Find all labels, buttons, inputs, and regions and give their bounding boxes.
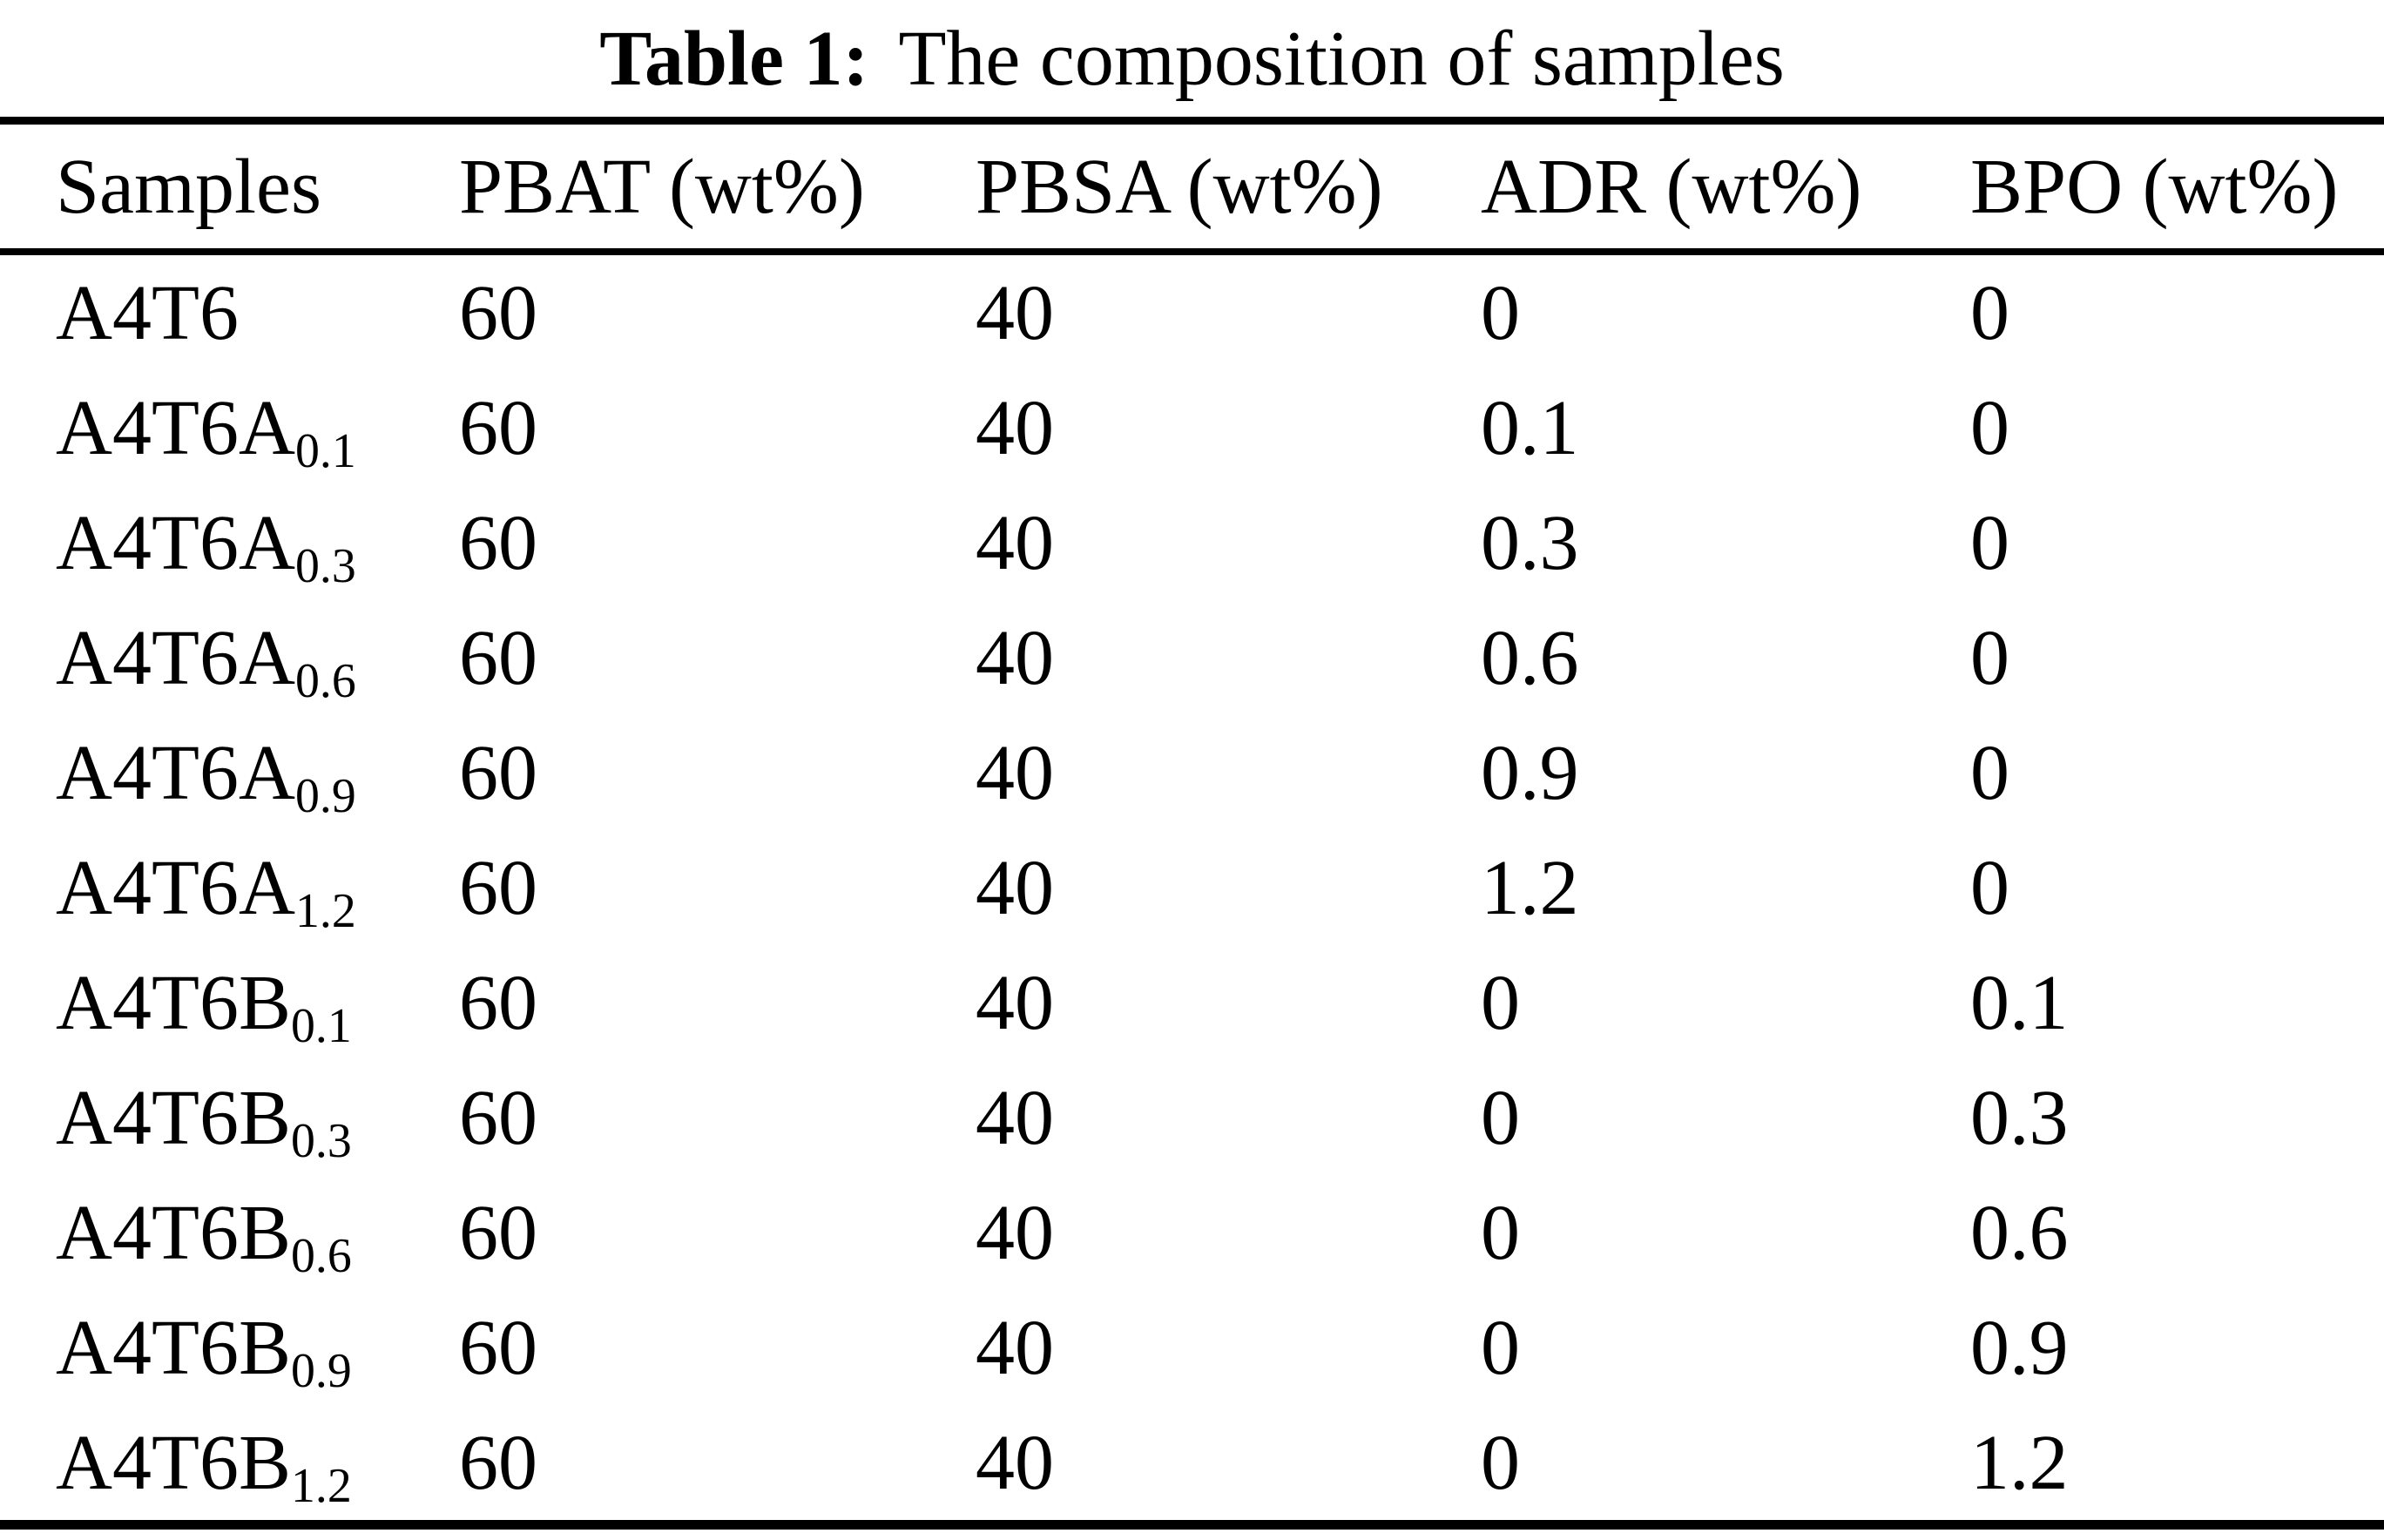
sample-base: A4T6 xyxy=(56,269,239,356)
pbsa-value: 40 xyxy=(976,499,1054,586)
sample-name: A4T6A1.2 xyxy=(0,830,459,945)
sample-base: A4T6A xyxy=(56,844,295,931)
pbat-value: 60 xyxy=(459,614,537,701)
pbsa-value: 40 xyxy=(976,1189,1054,1276)
adr-value: 0.3 xyxy=(1481,499,1579,586)
sample-name: A4T6B0.1 xyxy=(0,945,459,1060)
adr-value: 0 xyxy=(1481,1189,1520,1276)
adr-value: 0.9 xyxy=(1481,729,1579,816)
sample-base: A4T6A xyxy=(56,614,295,701)
sample-subscript: 0.9 xyxy=(294,769,356,824)
pbat-value: 60 xyxy=(459,729,537,816)
pbsa-value: 40 xyxy=(976,1419,1054,1506)
adr-value: 0 xyxy=(1481,269,1520,356)
sample-name: A4T6A0.6 xyxy=(0,600,459,715)
adr-value: 1.2 xyxy=(1481,844,1579,931)
table-row: A4T6A0.3 60 40 0.3 0 xyxy=(0,485,2384,600)
adr-value: 0.1 xyxy=(1481,384,1579,471)
sample-base: A4T6B xyxy=(56,1419,291,1506)
table-caption-label: Table 1: xyxy=(599,15,869,102)
column-header-bpo: BPO (wt%) xyxy=(1970,120,2384,255)
bpo-value: 0.3 xyxy=(1970,1074,2069,1161)
sample-subscript: 0.3 xyxy=(291,1114,352,1169)
bpo-value: 0 xyxy=(1970,384,2009,471)
sample-subscript: 0.1 xyxy=(294,424,356,479)
adr-value: 0 xyxy=(1481,1304,1520,1391)
pbat-value: 60 xyxy=(459,1189,537,1276)
bpo-value: 1.2 xyxy=(1970,1419,2069,1506)
sample-name: A4T6B1.2 xyxy=(0,1405,459,1525)
pbat-value: 60 xyxy=(459,844,537,931)
column-header-samples: Samples xyxy=(0,120,459,255)
pbsa-value: 40 xyxy=(976,959,1054,1046)
pbsa-value: 40 xyxy=(976,1304,1054,1391)
sample-base: A4T6B xyxy=(56,1189,291,1276)
table-row: A4T6A1.2 60 40 1.2 0 xyxy=(0,830,2384,945)
pbat-value: 60 xyxy=(459,1419,537,1506)
header-row: Samples PBAT (wt%) PBSA (wt%) ADR (wt%) … xyxy=(0,120,2384,255)
adr-value: 0 xyxy=(1481,959,1520,1046)
pbat-value: 60 xyxy=(459,959,537,1046)
sample-base: A4T6B xyxy=(56,1304,291,1391)
adr-value: 0 xyxy=(1481,1074,1520,1161)
table-caption-text: The composition of samples xyxy=(898,15,1785,102)
pbat-value: 60 xyxy=(459,384,537,471)
bpo-value: 0.1 xyxy=(1970,959,2069,1046)
sample-base: A4T6A xyxy=(56,499,295,586)
sample-subscript: 0.6 xyxy=(291,1229,352,1284)
pbat-value: 60 xyxy=(459,499,537,586)
bpo-value: 0.9 xyxy=(1970,1304,2069,1391)
adr-value: 0.6 xyxy=(1481,614,1579,701)
column-header-adr: ADR (wt%) xyxy=(1481,120,1970,255)
bpo-value: 0.6 xyxy=(1970,1189,2069,1276)
sample-subscript: 0.3 xyxy=(294,539,356,594)
sample-name: A4T6A0.3 xyxy=(0,485,459,600)
table-caption: Table 1: The composition of samples xyxy=(0,0,2384,117)
bpo-value: 0 xyxy=(1970,614,2009,701)
sample-base: A4T6A xyxy=(56,384,295,471)
column-header-pbsa: PBSA (wt%) xyxy=(976,120,1481,255)
pbat-value: 60 xyxy=(459,269,537,356)
sample-subscript: 1.2 xyxy=(291,1459,352,1514)
pbsa-value: 40 xyxy=(976,269,1054,356)
bpo-value: 0 xyxy=(1970,844,2009,931)
table-row: A4T6B0.3 60 40 0 0.3 xyxy=(0,1060,2384,1175)
table-row: A4T6A0.6 60 40 0.6 0 xyxy=(0,600,2384,715)
pbsa-value: 40 xyxy=(976,729,1054,816)
sample-base: A4T6B xyxy=(56,959,291,1046)
composition-table: Samples PBAT (wt%) PBSA (wt%) ADR (wt%) … xyxy=(0,117,2384,1530)
sample-subscript: 0.1 xyxy=(291,999,352,1054)
pbsa-value: 40 xyxy=(976,384,1054,471)
sample-base: A4T6B xyxy=(56,1074,291,1161)
pbsa-value: 40 xyxy=(976,614,1054,701)
pbsa-value: 40 xyxy=(976,1074,1054,1161)
sample-name: A4T6A0.9 xyxy=(0,715,459,830)
table-row: A4T6B0.6 60 40 0 0.6 xyxy=(0,1175,2384,1290)
table-row: A4T6 60 40 0 0 xyxy=(0,252,2384,370)
pbat-value: 60 xyxy=(459,1074,537,1161)
bpo-value: 0 xyxy=(1970,729,2009,816)
sample-name: A4T6A0.1 xyxy=(0,370,459,485)
pbat-value: 60 xyxy=(459,1304,537,1391)
sample-name: A4T6 xyxy=(0,252,459,370)
table-row: A4T6B0.9 60 40 0 0.9 xyxy=(0,1290,2384,1405)
sample-name: A4T6B0.6 xyxy=(0,1175,459,1290)
adr-value: 0 xyxy=(1481,1419,1520,1506)
sample-name: A4T6B0.9 xyxy=(0,1290,459,1405)
table-row: A4T6B1.2 60 40 0 1.2 xyxy=(0,1405,2384,1525)
bpo-value: 0 xyxy=(1970,499,2009,586)
sample-subscript: 1.2 xyxy=(294,884,356,939)
sample-subscript: 0.9 xyxy=(291,1344,352,1399)
table-row: A4T6B0.1 60 40 0 0.1 xyxy=(0,945,2384,1060)
column-header-pbat: PBAT (wt%) xyxy=(459,120,976,255)
table-row: A4T6A0.9 60 40 0.9 0 xyxy=(0,715,2384,830)
sample-subscript: 0.6 xyxy=(294,654,356,709)
bpo-value: 0 xyxy=(1970,269,2009,356)
table-row: A4T6A0.1 60 40 0.1 0 xyxy=(0,370,2384,485)
pbsa-value: 40 xyxy=(976,844,1054,931)
sample-name: A4T6B0.3 xyxy=(0,1060,459,1175)
sample-base: A4T6A xyxy=(56,729,295,816)
